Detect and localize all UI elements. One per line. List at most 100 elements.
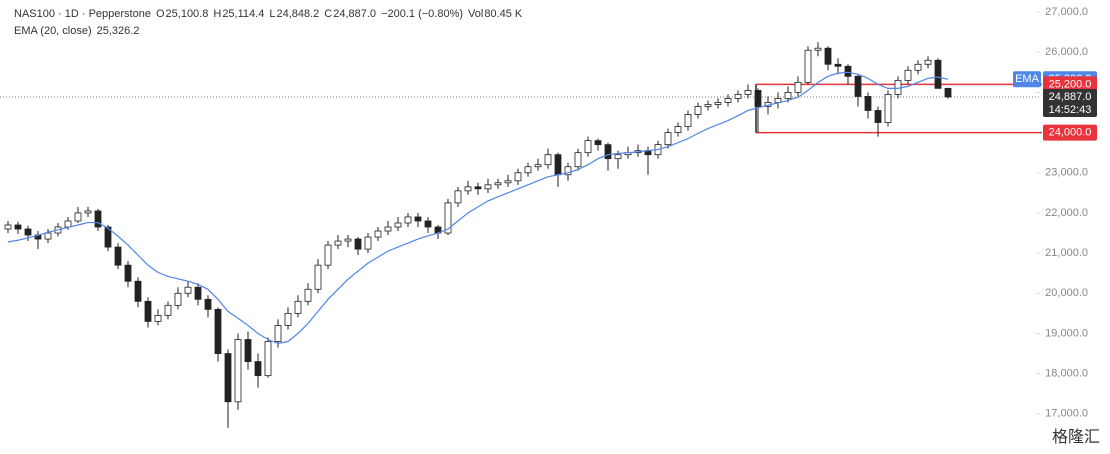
header-text: C: [324, 8, 332, 20]
candle-body: [814, 47, 822, 51]
candle-body: [374, 230, 382, 238]
candle-body: [14, 224, 22, 230]
ema-line: [7, 71, 949, 345]
candle-body: [84, 210, 92, 214]
candle-body: [234, 339, 242, 403]
candle-body: [294, 300, 302, 314]
candle-body: [684, 114, 692, 127]
ema-badge: [1013, 71, 1041, 88]
candle-body: [744, 89, 752, 95]
candle-body: [244, 339, 252, 362]
y-tick-label: 18,000.0: [1045, 368, 1088, 380]
candle-body: [804, 49, 812, 83]
candle-body: [754, 89, 762, 107]
candle-body: [64, 220, 72, 228]
candle-body: [924, 59, 932, 65]
candle-body: [394, 222, 402, 228]
level-badge: [1043, 76, 1097, 93]
candle-body: [424, 220, 432, 228]
last-price-badge: [1043, 88, 1097, 117]
candle-body: [934, 59, 942, 89]
candle-body: [674, 126, 682, 133]
y-tick-label: 21,000.0: [1045, 247, 1088, 259]
candle-body: [74, 212, 82, 222]
candle-body: [204, 298, 212, 310]
candle-body: [454, 190, 462, 204]
candle-body: [584, 140, 592, 154]
candle-body: [174, 292, 182, 306]
candle-body: [794, 81, 802, 93]
candle-body: [274, 325, 282, 342]
candle-body: [304, 288, 312, 302]
y-tick-label: 22,000.0: [1045, 207, 1088, 219]
candle-body: [224, 353, 232, 403]
header-text: Vol: [468, 8, 483, 20]
candle-body: [514, 172, 522, 182]
candle-body: [184, 286, 192, 294]
candle-body: [604, 144, 612, 160]
y-tick-label: 27,000.0: [1045, 6, 1088, 18]
candle-body: [414, 216, 422, 222]
candle-body: [144, 300, 152, 322]
candle-body: [484, 184, 492, 190]
candle-body: [834, 63, 842, 67]
last-price-timer: 14:52:43: [1049, 104, 1092, 116]
header-text: 25,114.4: [222, 8, 264, 20]
candle-body: [124, 264, 132, 282]
candle-body: [864, 96, 872, 111]
header-text: 25,326.2: [97, 25, 140, 37]
y-tick-label: 20,000.0: [1045, 287, 1088, 299]
candle-body: [494, 182, 502, 186]
candle-body: [134, 280, 142, 302]
candle-body: [874, 110, 882, 123]
header-text: 24,887.0: [333, 8, 376, 20]
y-tick-label: 17,000.0: [1045, 408, 1088, 420]
candle-body: [344, 238, 352, 242]
candle-body: [694, 106, 702, 115]
candle-body: [904, 69, 912, 81]
header-text: 25,100.8: [166, 8, 209, 20]
candle-body: [314, 264, 322, 290]
header-text: H: [213, 8, 221, 20]
candle-body: [364, 236, 372, 250]
header-text: NAS100 · 1D · Pepperstone: [14, 8, 151, 20]
candle-body: [164, 304, 172, 316]
candle-body: [474, 186, 482, 190]
candle-body: [714, 102, 722, 105]
candle-body: [554, 154, 562, 176]
candle-body: [254, 361, 262, 377]
candle-body: [594, 140, 602, 146]
candle-body: [334, 240, 342, 246]
candle-body: [734, 94, 742, 99]
candle-body: [384, 226, 392, 232]
candle-body: [264, 341, 272, 377]
candle-body: [944, 87, 952, 98]
candle-body: [284, 312, 292, 326]
candle-body: [544, 154, 552, 166]
candle-body: [914, 63, 922, 71]
candle-body: [784, 92, 792, 99]
candle-body: [824, 47, 832, 65]
candle-body: [704, 104, 712, 107]
last-price-label: 24,887.0: [1049, 91, 1092, 103]
header: NAS100 · 1D · Pepperstone O 25,100.8 H 25,11…: [0, 3, 523, 37]
candle-body: [464, 186, 472, 192]
candle-body: [444, 202, 452, 234]
candle-body: [114, 246, 122, 266]
plot: [0, 11, 1042, 428]
candle-body: [194, 286, 202, 300]
candle-body: [404, 216, 412, 224]
candle-body: [4, 224, 12, 230]
level-badge: [1043, 124, 1097, 141]
ema-badge-label: EMA: [1015, 73, 1040, 85]
candle-body: [854, 75, 862, 97]
level-label: 25,200.0: [1049, 78, 1092, 90]
level-label: 24,000.0: [1049, 126, 1092, 138]
watermark: 格隆汇: [1052, 428, 1100, 446]
candle-body: [524, 166, 532, 174]
candle-body: [354, 238, 362, 250]
candle-body: [884, 94, 892, 123]
candle-body: [154, 314, 162, 322]
